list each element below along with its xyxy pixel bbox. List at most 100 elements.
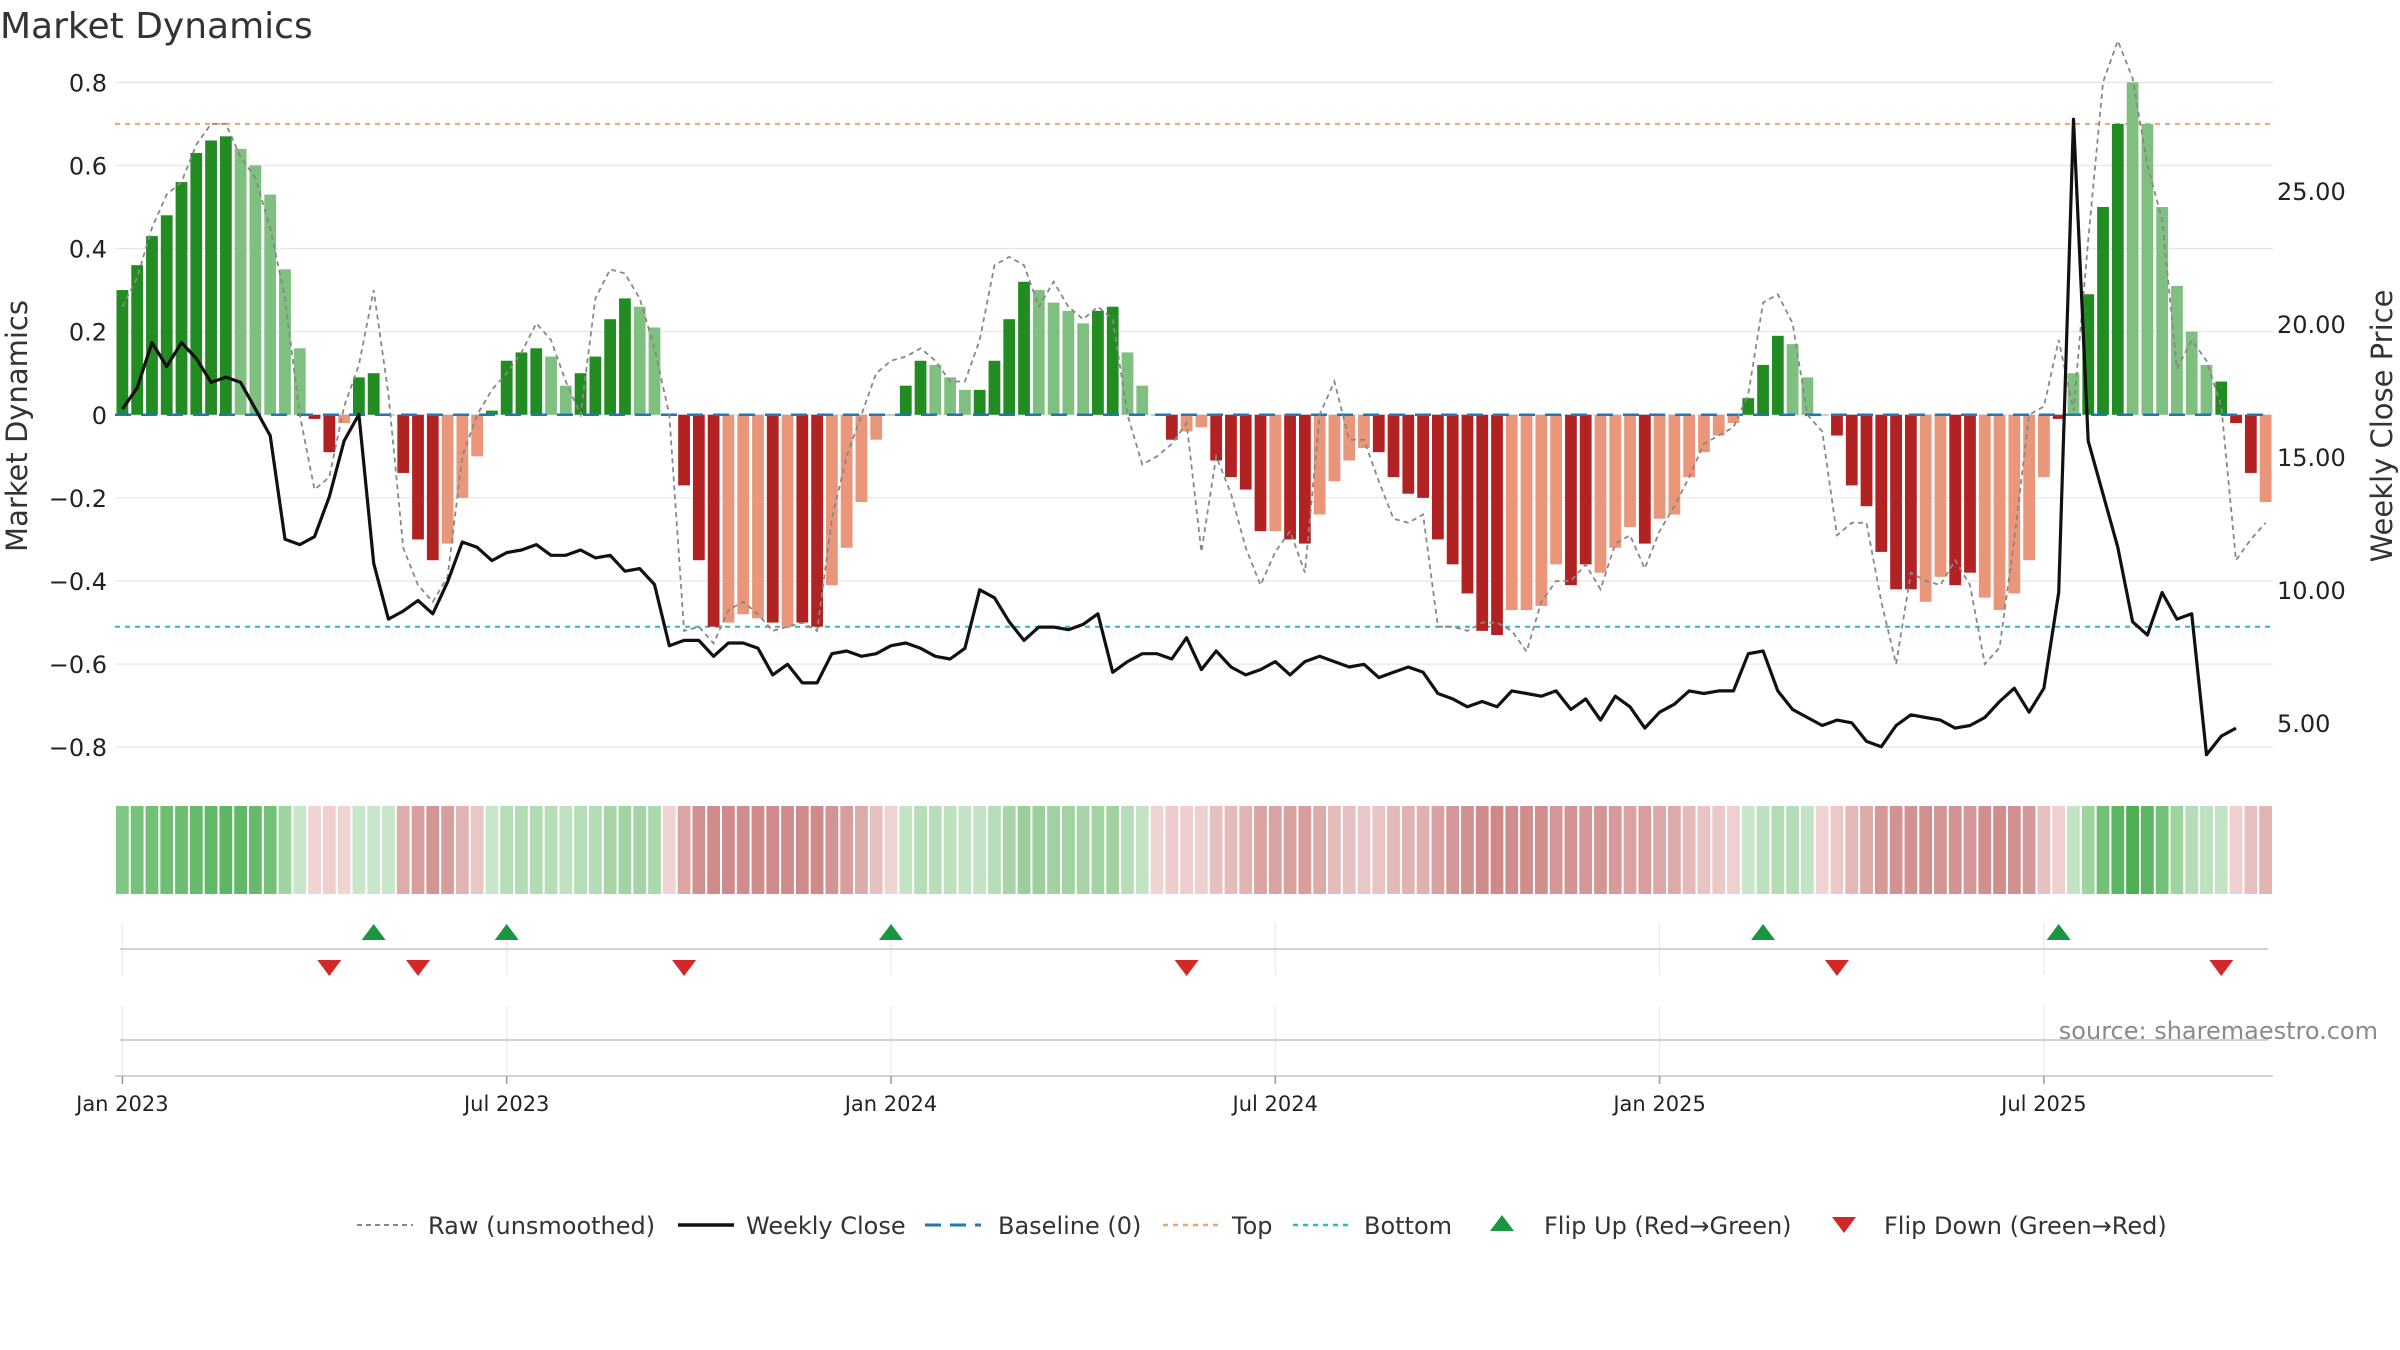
strip-cell — [455, 806, 469, 894]
bar — [840, 414, 853, 548]
strip-cell — [603, 806, 617, 894]
bar — [2067, 373, 2080, 415]
source-credit: source: sharemaestro.com — [2059, 1017, 2378, 1045]
strip-cell — [1254, 806, 1267, 894]
bar — [2038, 414, 2050, 478]
bar — [1254, 414, 1267, 532]
strip-cell — [396, 806, 410, 894]
legend: Raw (unsmoothed) Weekly Close Baseline (0)… — [357, 1212, 2167, 1240]
strip-cell — [308, 806, 321, 894]
weekly-close-line — [121, 117, 2237, 757]
strip-cell — [2052, 806, 2066, 894]
legend-label: Flip Down (Green→Red) — [1884, 1212, 2167, 1240]
bar — [308, 414, 321, 419]
strip-cell — [1195, 806, 1208, 894]
flip-down-marker — [1174, 960, 1199, 976]
bar — [1446, 414, 1459, 565]
strip-cell — [1150, 806, 1164, 894]
bar — [293, 348, 306, 415]
bar — [737, 414, 750, 615]
bar — [264, 194, 277, 415]
strip-cell — [1047, 806, 1060, 894]
bar — [766, 414, 779, 623]
bar — [2023, 414, 2036, 561]
bar — [2156, 206, 2169, 415]
strip-cell — [249, 806, 262, 894]
legend-flip-up-icon — [1490, 1215, 1514, 1231]
bar — [559, 385, 572, 415]
bar — [249, 165, 262, 415]
bar — [811, 414, 823, 627]
y2-tick-label: 25.00 — [2277, 178, 2346, 206]
strip-cell — [869, 806, 883, 894]
strip-cell — [1771, 806, 1785, 894]
bar — [959, 389, 971, 415]
bar — [1904, 414, 1917, 590]
strip-cell — [1653, 806, 1666, 894]
strip-cell — [515, 806, 528, 894]
bar — [486, 410, 498, 415]
strip-cell — [160, 806, 174, 894]
strip-cell — [2170, 806, 2184, 894]
bar — [1949, 414, 1962, 586]
bar — [500, 360, 513, 415]
bar — [352, 377, 365, 415]
bar — [1062, 310, 1075, 415]
y-tick-label: 0.2 — [69, 319, 107, 347]
strip-cell — [500, 806, 514, 894]
strip-cell — [1357, 806, 1371, 894]
strip-cell — [1283, 806, 1297, 894]
bar — [692, 414, 705, 561]
flip-up-marker — [2046, 924, 2071, 940]
strip-cell — [2214, 806, 2228, 894]
bar — [1624, 414, 1636, 527]
y2-tick-label: 10.00 — [2277, 577, 2346, 605]
strip-cell — [544, 806, 558, 894]
strip-cell — [1032, 806, 1046, 894]
strip-cell — [1180, 806, 1193, 894]
legend-label: Bottom — [1364, 1212, 1452, 1240]
bar — [1890, 414, 1902, 590]
bar — [1816, 414, 1829, 416]
strip-cell — [1741, 806, 1755, 894]
strip-cell — [1135, 806, 1149, 894]
strip-cell — [1017, 806, 1031, 894]
bar — [1402, 414, 1415, 494]
bar — [1328, 414, 1341, 482]
strip-cell — [1209, 806, 1223, 894]
bar — [190, 152, 203, 415]
strip-cell — [1520, 806, 1533, 894]
bar — [2171, 285, 2183, 415]
bar — [1964, 414, 1976, 573]
bar — [2111, 123, 2124, 415]
strip-cell — [1978, 806, 1992, 894]
x-tick-label: Jan 2023 — [74, 1092, 169, 1116]
y-tick-label: −0.4 — [49, 568, 107, 596]
strip-cell — [1682, 806, 1696, 894]
strip-cell — [1963, 806, 1977, 894]
strip-cell — [470, 806, 484, 894]
strip-cell — [130, 806, 144, 894]
bar — [1284, 414, 1296, 540]
bar — [1431, 414, 1444, 540]
legend-label: Flip Up (Red→Green) — [1544, 1212, 1792, 1240]
bar — [1239, 414, 1252, 490]
bar — [619, 298, 631, 415]
legend-label: Weekly Close — [746, 1212, 906, 1240]
level-lines — [115, 122, 2273, 628]
bar — [914, 360, 927, 415]
strip-cell — [1623, 806, 1637, 894]
bar — [1757, 364, 1769, 415]
y-tick-label: 0.6 — [69, 152, 107, 180]
bar — [279, 269, 291, 415]
strip-cell — [1993, 806, 2006, 894]
strip-cell — [278, 806, 292, 894]
bar — [1668, 414, 1681, 515]
bar — [1092, 310, 1104, 415]
bar — [426, 414, 439, 561]
strip-cell — [781, 806, 794, 894]
strip-cell — [1697, 806, 1711, 894]
bar — [205, 140, 217, 415]
bar — [2215, 381, 2228, 415]
strip-cell — [1431, 806, 1445, 894]
